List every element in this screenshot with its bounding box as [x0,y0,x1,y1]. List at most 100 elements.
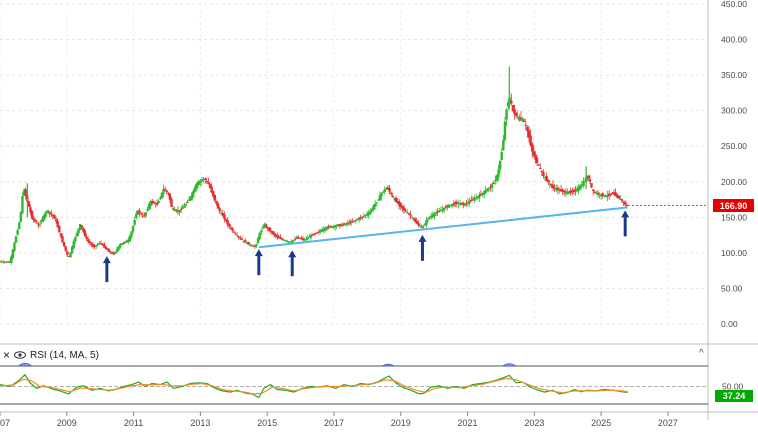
candle-body [287,241,290,243]
candle-body [537,164,540,166]
candle-body [539,167,542,169]
candle-body [321,229,324,232]
candle-body [216,203,220,209]
candle-body [43,213,47,218]
candle-body [256,238,260,244]
candle-body [601,193,604,197]
candle-body [446,205,449,207]
candle-body [521,117,524,122]
candle-body [548,183,552,185]
candle-body [269,230,273,232]
x-tick-label: 2015 [257,418,277,428]
eye-icon[interactable] [14,351,27,359]
candle-body [240,238,244,240]
candle-body [184,204,188,206]
candle-body [64,246,67,251]
candle-body [0,261,3,263]
candle-body [431,214,435,218]
candle-body [412,218,415,220]
candle-body [301,238,305,241]
candle-body [622,201,625,203]
candle-body [11,249,15,258]
candle-body [13,242,16,251]
candle-body [40,220,43,223]
candle-body [438,210,441,212]
candle-body [35,222,39,224]
candle-body [421,226,425,228]
candle-body [591,189,595,191]
candle-body [484,190,487,193]
candle-body [463,203,467,206]
rsi-indicator-label[interactable]: RSI (14, MA, 5) [30,349,99,361]
candle-body [545,175,548,182]
rsi-overbought-fill [17,363,33,367]
candle-body [555,187,558,191]
candle-body [173,209,176,211]
candle-body [588,179,592,182]
candle-body [598,193,601,196]
candle-body [502,139,505,151]
candle-body [45,211,48,214]
candle-body [404,210,407,212]
candle-body [309,235,313,238]
candle-body [90,243,93,245]
candle-body [611,192,614,194]
candle-body [505,109,508,120]
candle-body [19,212,23,222]
candle-body [460,202,463,205]
candle-body [500,151,503,160]
candle-body [293,239,297,241]
candle-body [74,237,77,242]
close-icon[interactable]: × [3,348,11,362]
y-tick-label: 400.00 [721,35,747,45]
candle-body [345,223,348,225]
candle-body [136,210,140,215]
candle-body [413,218,417,222]
candle-body [205,181,208,183]
candle-body [407,213,410,215]
candle-body [59,233,63,237]
candle-body [599,194,603,197]
candle-body [563,190,566,193]
candle-body [462,202,465,206]
candle-body [583,180,587,182]
candle-body [439,210,443,212]
candle-body [42,216,45,222]
candle-body [425,220,428,226]
candle-body [405,212,409,214]
up-arrow-icon [254,249,263,276]
candle-body [149,201,152,207]
x-tick-label: 2009 [57,418,77,428]
candle-body [473,197,476,201]
candle-body [455,201,459,205]
candle-body [268,227,271,231]
candle-body [83,230,87,237]
candle-body [468,200,471,204]
candle-body [415,221,418,224]
collapse-pane-icon[interactable]: ^ [699,348,704,359]
candle-body [492,183,495,185]
candle-body [571,190,574,193]
rsi-last-value-badge: 37.24 [715,390,753,402]
candle-body [364,215,367,217]
rsi-pane: 50.00 [0,363,744,399]
candle-body [143,215,146,217]
candle-body [607,193,611,196]
candle-body [330,225,334,228]
up-arrow-icon [418,234,427,261]
candle-body [534,154,537,160]
candle-body [518,116,521,121]
candle-body [458,203,462,205]
candle-body [587,175,590,179]
candle-body [617,195,620,199]
up-arrow-icon [102,256,111,283]
candle-body [487,188,491,190]
candle-body [325,226,329,230]
candle-body [125,240,128,243]
candle-body [543,177,547,179]
candle-body [247,241,250,245]
candle-body [21,196,24,214]
candle-body [603,194,606,197]
